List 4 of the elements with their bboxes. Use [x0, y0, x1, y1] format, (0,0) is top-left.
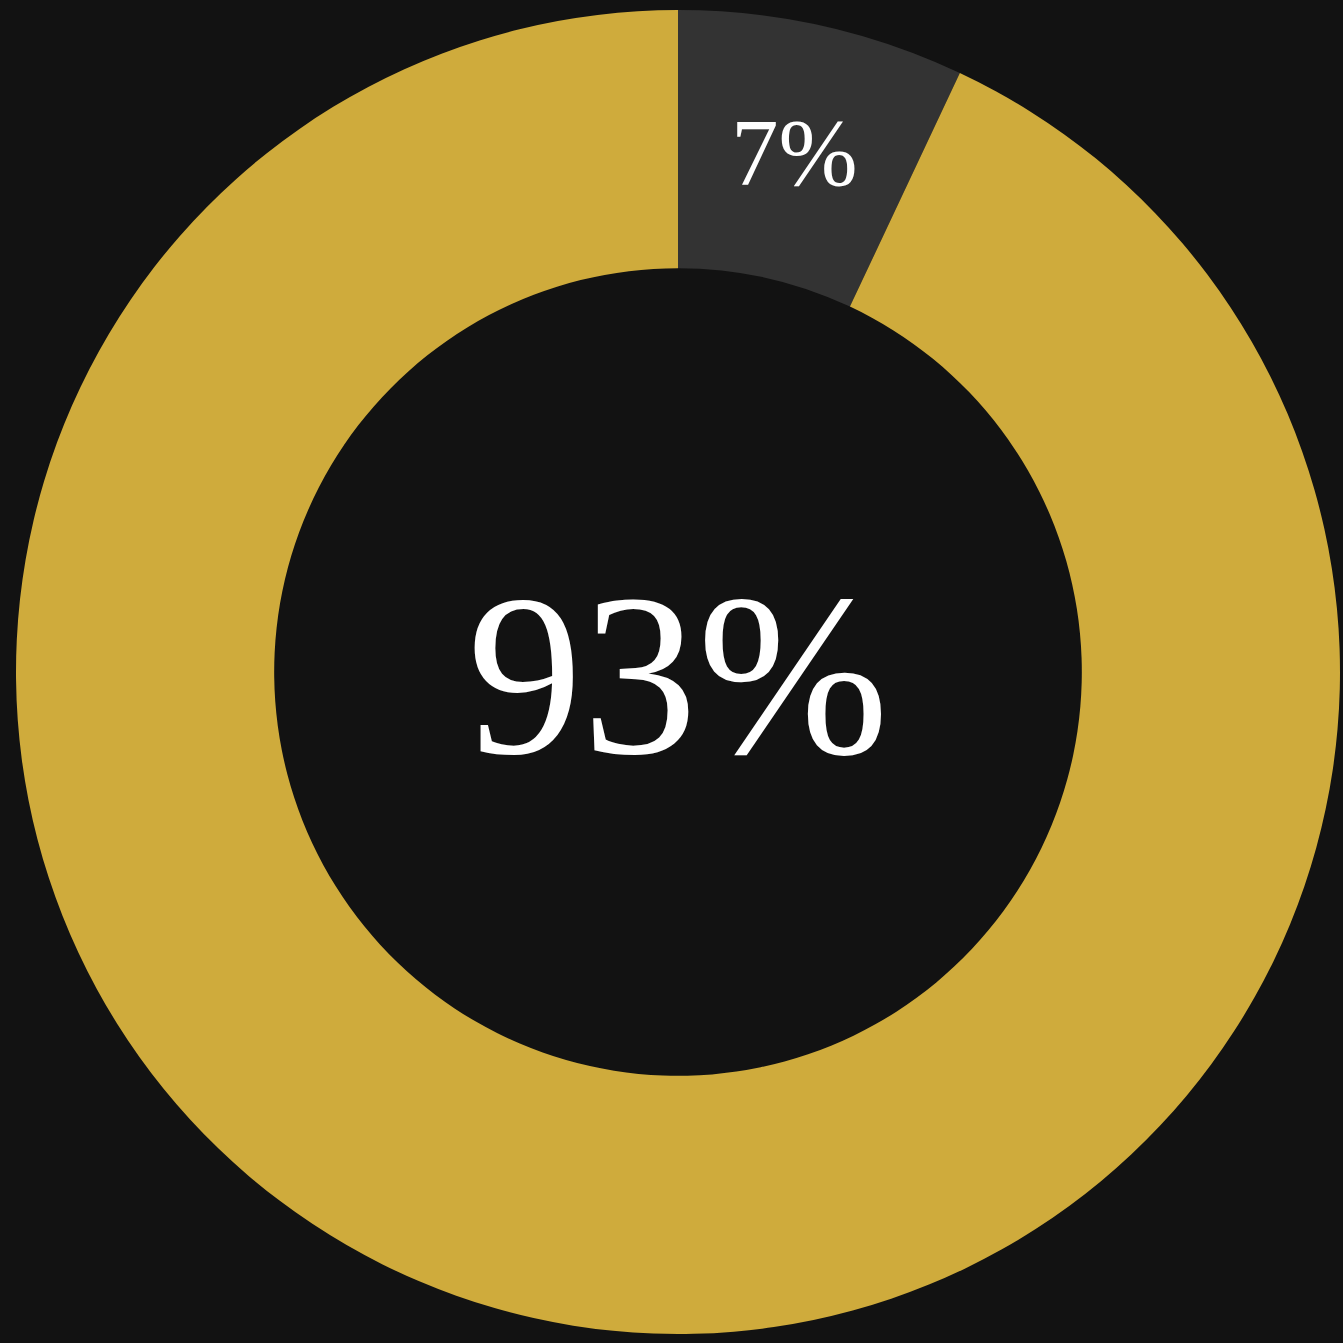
donut-slice	[16, 10, 1340, 1334]
data-label: 93%	[467, 547, 889, 803]
data-label: 7%	[730, 100, 858, 207]
donut-slice	[678, 10, 960, 307]
